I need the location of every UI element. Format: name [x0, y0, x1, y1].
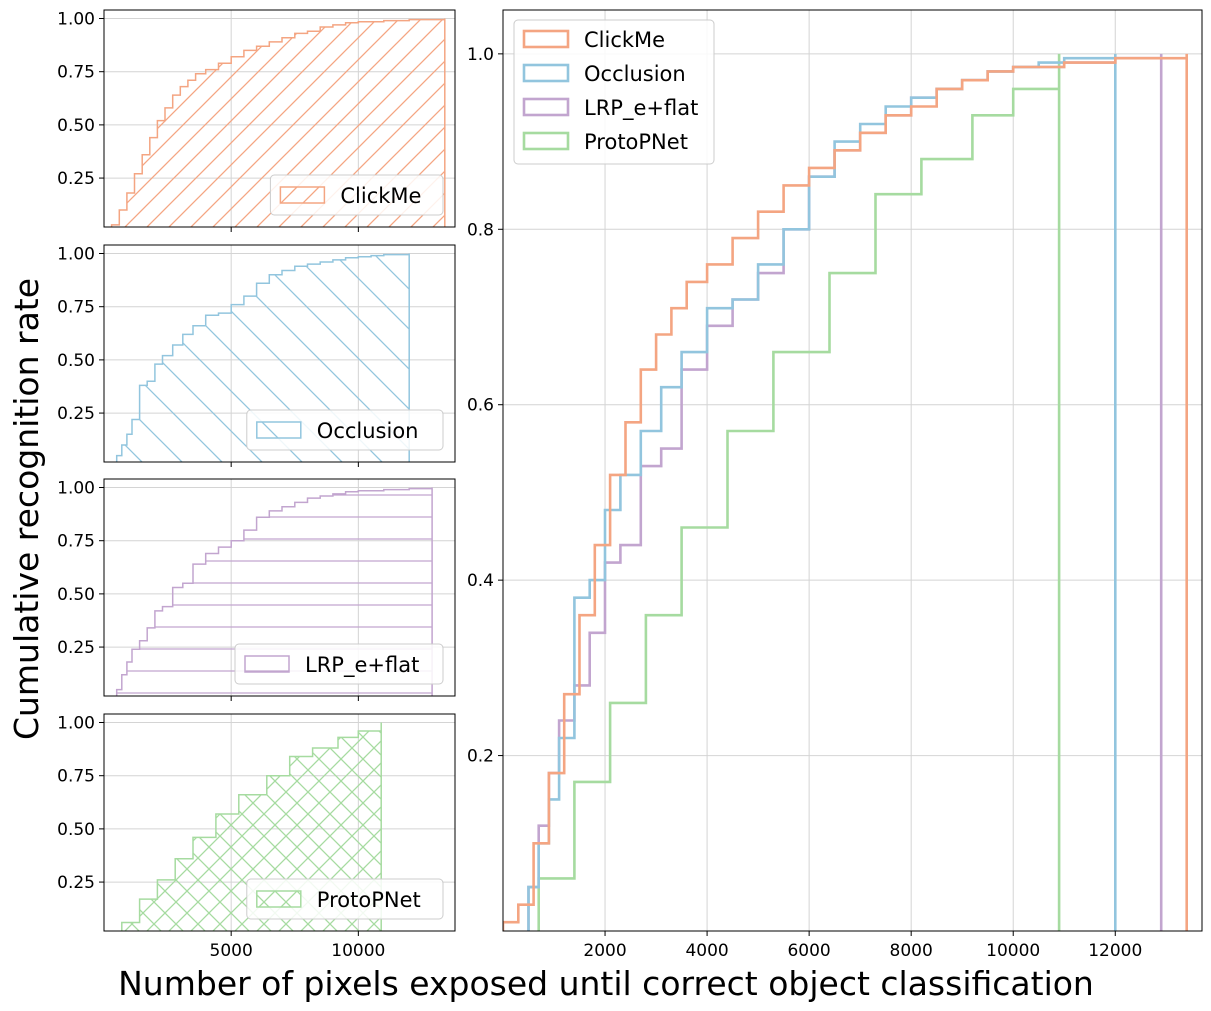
panel-lrp-e-flat-y-tick-label: 1.00	[57, 479, 95, 499]
main-legend-label-occlusion: Occlusion	[584, 62, 686, 86]
main-x-tick-label: 8000	[890, 941, 933, 961]
panel-clickme-y-tick-label: 1.00	[57, 10, 95, 30]
panel-protopnet-y-tick-label: 0.25	[57, 873, 95, 893]
main-x-tick-label: 4000	[685, 941, 728, 961]
main-legend-swatch-clickme	[522, 29, 570, 49]
panel-protopnet-x-tick-label: 10000	[331, 941, 385, 961]
main-y-tick-label: 0.2	[467, 747, 494, 767]
main-x-tick-label: 6000	[787, 941, 830, 961]
panel-lrp-e-flat-y-tick-label: 0.25	[57, 638, 95, 658]
main-panel-frame	[502, 9, 1203, 932]
panel-clickme-y-tick-label: 0.50	[57, 116, 95, 136]
panel-lrp-e-flat-legend-box	[234, 643, 444, 685]
main-legend-swatch-lrp-e-flat	[522, 97, 570, 117]
panel-protopnet-frame	[103, 713, 456, 932]
panel-clickme-legend: ClickMe	[269, 174, 444, 216]
panel-lrp-e-flat-frame	[103, 478, 456, 697]
panel-protopnet-y-tick-label: 0.75	[57, 767, 95, 787]
main-y-tick-label: 0.6	[467, 396, 494, 416]
main-legend-swatch-occlusion	[522, 63, 570, 83]
main-y-tick-label: 1.0	[467, 45, 494, 65]
panel-protopnet-y-tick-label: 1.00	[57, 714, 95, 734]
main-y-tick-label: 0.8	[467, 220, 494, 240]
panel-clickme-y-tick-label: 0.75	[57, 63, 95, 83]
main-line-protopnet	[537, 53, 1061, 931]
panel-clickme-legend-swatch	[279, 186, 326, 204]
panel-protopnet-legend-swatch	[256, 890, 302, 908]
panel-lrp-e-flat-legend-label: LRP_e+flat	[305, 653, 419, 678]
panel-clickme-y-tick-label: 0.25	[57, 169, 95, 189]
panel-occlusion-y-tick-label: 0.75	[57, 298, 95, 318]
main-line-clickme	[503, 53, 1188, 931]
x-axis-title: Number of pixels exposed until correct o…	[118, 964, 1094, 1003]
panel-occlusion-legend-label: Occlusion	[317, 419, 419, 443]
panel-lrp-e-flat-y-tick-label: 0.50	[57, 585, 95, 605]
panel-occlusion-legend-box	[246, 409, 444, 451]
panel-occlusion-legend-swatch	[256, 421, 302, 439]
panel-lrp-e-flat-legend-swatch	[244, 655, 290, 673]
main-legend-box	[513, 19, 715, 165]
panel-occlusion-frame	[103, 244, 456, 463]
main-y-tick-label: 0.4	[467, 571, 494, 591]
panel-occlusion-y-tick-label: 0.25	[57, 404, 95, 424]
main-legend: ClickMe Occlusion LRP_e+flat ProtoPNet	[513, 19, 715, 165]
panel-protopnet-x-tick-label: 5000	[210, 941, 253, 961]
main-x-tick-label: 10000	[986, 941, 1040, 961]
panel-occlusion-y-tick-label: 1.00	[57, 245, 95, 265]
panel-protopnet-legend-label: ProtoPNet	[317, 888, 421, 912]
panel-clickme-legend-box	[269, 174, 444, 216]
main-legend-label-protopnet: ProtoPNet	[584, 130, 688, 154]
main-legend-label-lrp-e-flat: LRP_e+flat	[584, 96, 698, 121]
main-x-tick-label: 2000	[583, 941, 626, 961]
y-axis-title: Cumulative recognition rate	[7, 278, 46, 740]
panel-clickme-legend-label: ClickMe	[340, 184, 421, 208]
panel-protopnet-legend-box	[246, 878, 444, 920]
panel-protopnet-legend: ProtoPNet	[246, 878, 444, 920]
panel-protopnet-y-tick-label: 0.50	[57, 820, 95, 840]
main-legend-swatch-protopnet	[522, 131, 570, 151]
panel-occlusion-legend: Occlusion	[246, 409, 444, 451]
panel-lrp-e-flat-y-tick-label: 0.75	[57, 532, 95, 552]
panel-clickme-frame	[103, 9, 456, 228]
main-legend-label-clickme: ClickMe	[584, 28, 665, 52]
panel-lrp-e-flat-legend: LRP_e+flat	[234, 643, 444, 685]
panel-occlusion-y-tick-label: 0.50	[57, 351, 95, 371]
main-x-tick-label: 12000	[1088, 941, 1142, 961]
